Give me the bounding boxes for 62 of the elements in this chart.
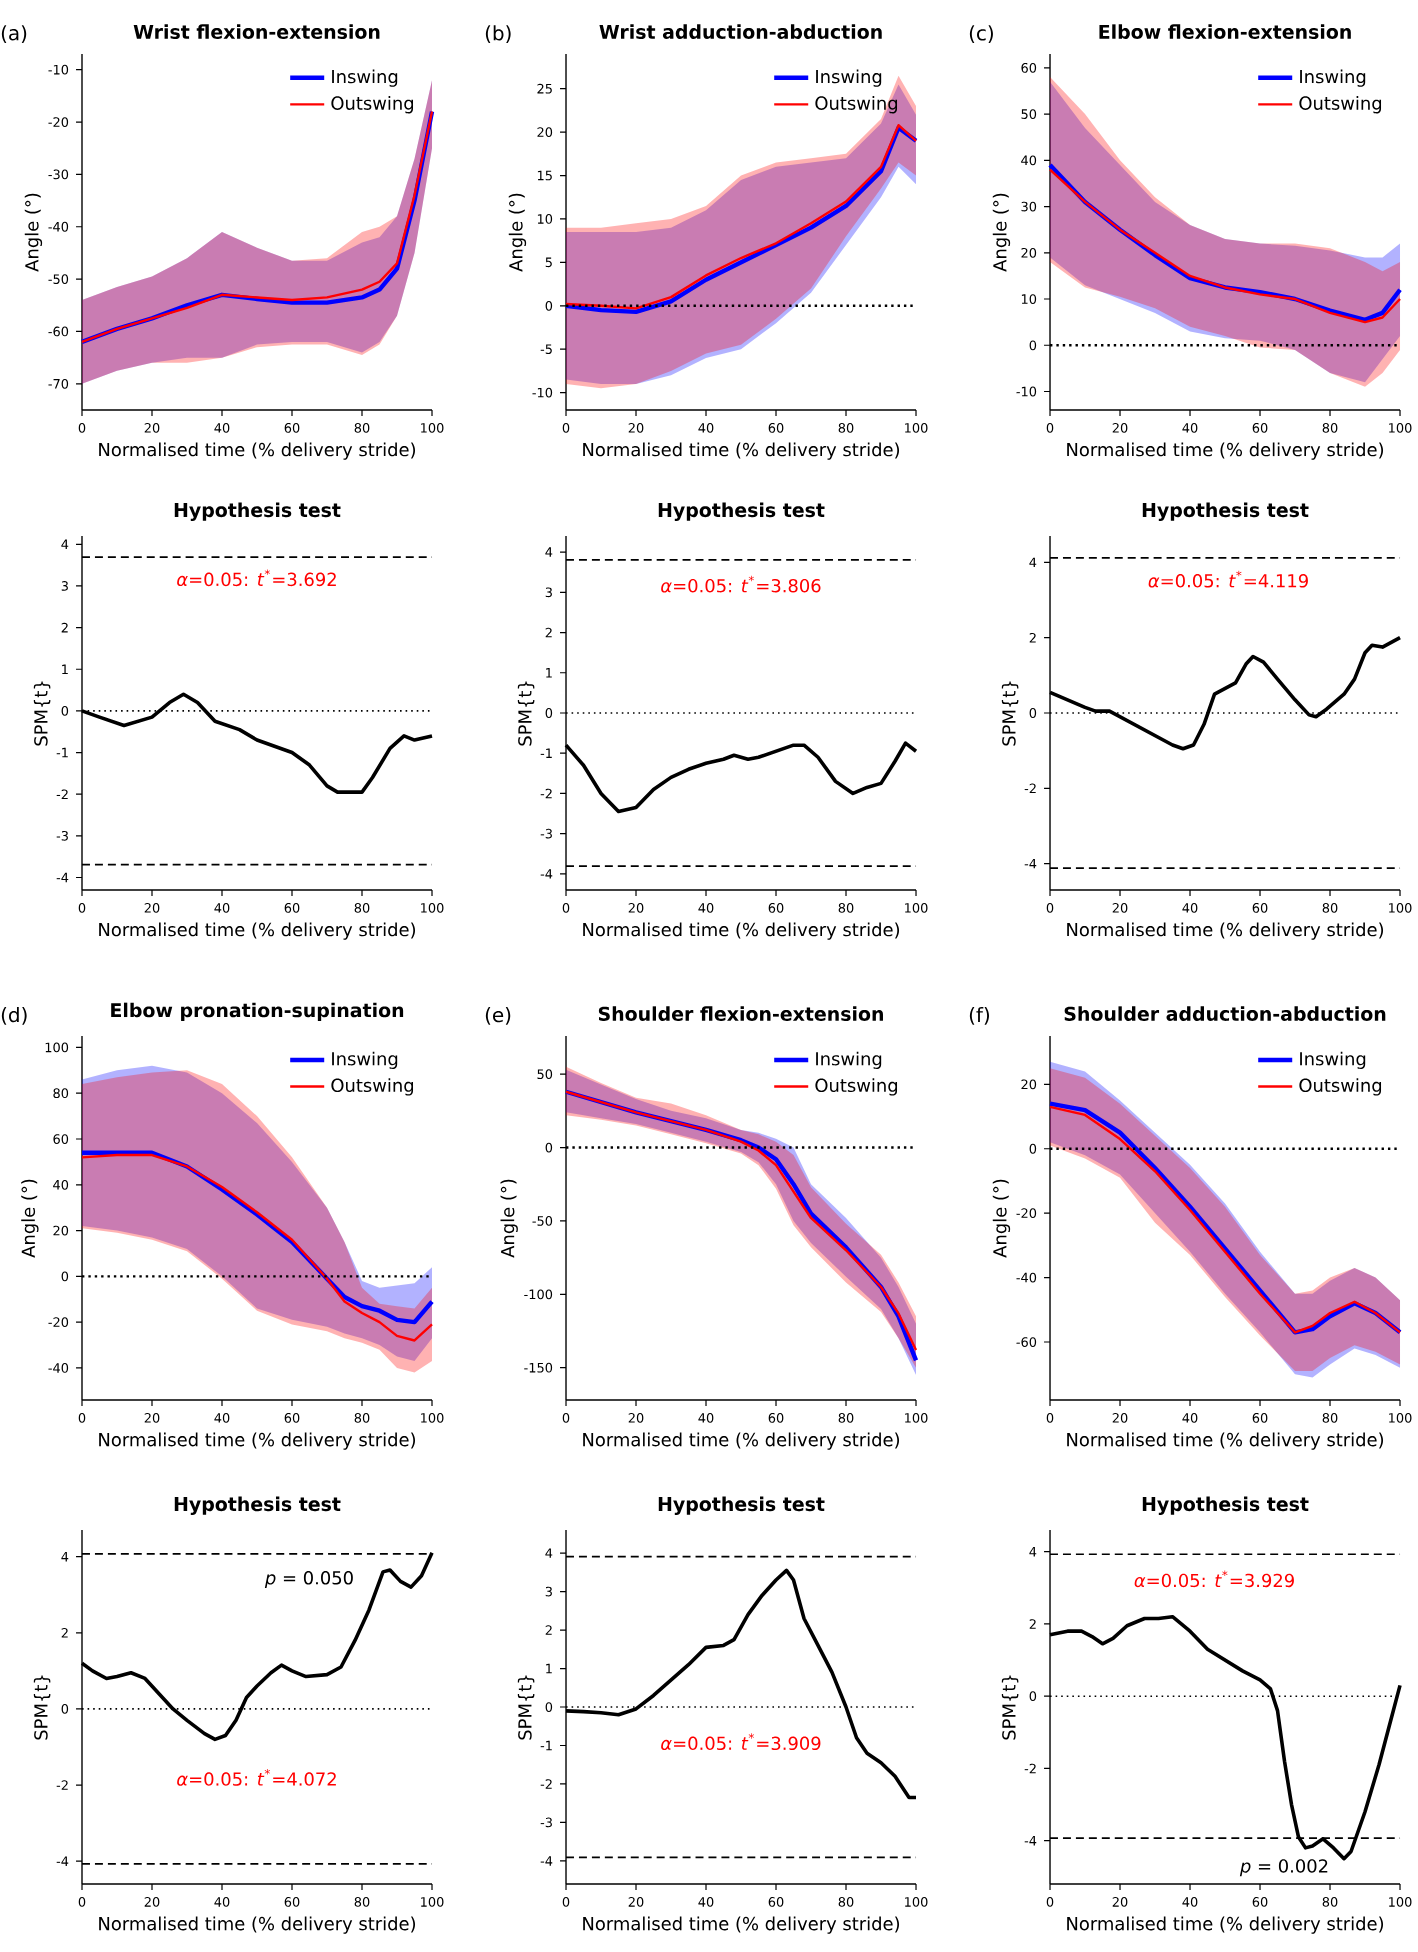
legend-label: Inswing bbox=[1300, 69, 1366, 87]
chart-title: Shoulder adduction-abduction bbox=[1064, 1006, 1386, 1021]
x-axis-title: Normalised time (% delivery stride) bbox=[1067, 1432, 1384, 1450]
x-axis-title: Normalised time (% delivery stride) bbox=[1067, 922, 1384, 940]
chart-title: Hypothesis test bbox=[658, 502, 825, 521]
x-axis-title: Normalised time (% delivery stride) bbox=[583, 1432, 900, 1450]
legend-label: Inswing bbox=[816, 69, 882, 87]
chart-title: Hypothesis test bbox=[174, 1496, 341, 1516]
x-axis-title: Normalised time (% delivery stride) bbox=[99, 1916, 416, 1934]
legend-label: Outswing bbox=[331, 96, 414, 114]
y-axis-title: Angle (°) bbox=[24, 193, 43, 272]
chart-title: Wrist flexion-extension bbox=[133, 24, 380, 39]
annotation: α=0.05: t$^{*}$=3.929 bbox=[1134, 1570, 1294, 1588]
legend-label: Outswing bbox=[1299, 1078, 1382, 1096]
text: (a) bbox=[1, 25, 27, 43]
text: (e) bbox=[485, 1006, 511, 1025]
x-axis-title: Normalised time (% delivery stride) bbox=[1067, 1916, 1384, 1934]
chart-title: Wrist adduction-abduction bbox=[599, 24, 882, 39]
y-axis-title: SPM{t} bbox=[1001, 681, 1019, 746]
y-axis-title: SPM{t} bbox=[517, 681, 535, 746]
annotation: p = 0.002 bbox=[1239, 1859, 1328, 1877]
x-axis-title: Normalised time (% delivery stride) bbox=[583, 1916, 900, 1934]
legend-label: Outswing bbox=[1299, 96, 1382, 114]
legend-label: Outswing bbox=[815, 1078, 898, 1096]
y-axis-title: SPM{t} bbox=[517, 1675, 535, 1740]
annotation: α=0.05: t$^{*}$=3.692 bbox=[177, 569, 336, 587]
y-axis-title: Angle (°) bbox=[992, 193, 1011, 272]
legend-label: Outswing bbox=[815, 96, 898, 114]
chart-title: Hypothesis test bbox=[658, 1496, 825, 1516]
annotation: p = 0.050 bbox=[264, 1571, 353, 1589]
legend-label: Inswing bbox=[1300, 1051, 1366, 1069]
text: (f) bbox=[969, 1006, 990, 1025]
text: (c) bbox=[969, 25, 993, 43]
annotation: α=0.05: t$^{*}$=3.909 bbox=[661, 1733, 821, 1751]
x-axis-title: Normalised time (% delivery stride) bbox=[99, 1432, 416, 1450]
chart-title: Shoulder flexion-extension bbox=[598, 1006, 883, 1021]
x-axis-title: Normalised time (% delivery stride) bbox=[99, 442, 416, 460]
annotation: α=0.05: t$^{*}$=4.072 bbox=[177, 1769, 336, 1786]
text: (d) bbox=[1, 1006, 27, 1025]
chart-title: Hypothesis test bbox=[1142, 502, 1309, 521]
x-axis-title: Normalised time (% delivery stride) bbox=[1067, 442, 1384, 460]
y-axis-title: Angle (°) bbox=[508, 193, 527, 272]
text: (b) bbox=[485, 25, 511, 43]
y-axis-title: Angle (°) bbox=[21, 1179, 39, 1258]
chart-title: Hypothesis test bbox=[174, 502, 341, 521]
y-axis-title: Angle (°) bbox=[992, 1179, 1011, 1258]
chart-title: Elbow pronation-supination bbox=[111, 1002, 404, 1021]
x-axis-title: Normalised time (% delivery stride) bbox=[583, 922, 900, 940]
annotation: α=0.05: t$^{*}$=3.806 bbox=[661, 575, 821, 593]
y-axis-title: Angle (°) bbox=[500, 1179, 518, 1258]
y-axis-title: SPM{t} bbox=[33, 681, 51, 746]
y-axis-title: SPM{t} bbox=[33, 1675, 51, 1740]
legend-label: Inswing bbox=[332, 1051, 398, 1069]
legend-label: Inswing bbox=[816, 1051, 882, 1069]
y-axis-title: SPM{t} bbox=[1001, 1675, 1019, 1740]
legend-label: Inswing bbox=[332, 69, 398, 87]
legend-label: Outswing bbox=[331, 1078, 414, 1096]
x-axis-title: Normalised time (% delivery stride) bbox=[583, 442, 900, 460]
x-axis-title: Normalised time (% delivery stride) bbox=[99, 922, 416, 940]
annotation: α=0.05: t$^{*}$=4.119 bbox=[1148, 570, 1308, 588]
chart-title: Hypothesis test bbox=[1142, 1496, 1309, 1516]
chart-title: Elbow flexion-extension bbox=[1099, 24, 1351, 39]
